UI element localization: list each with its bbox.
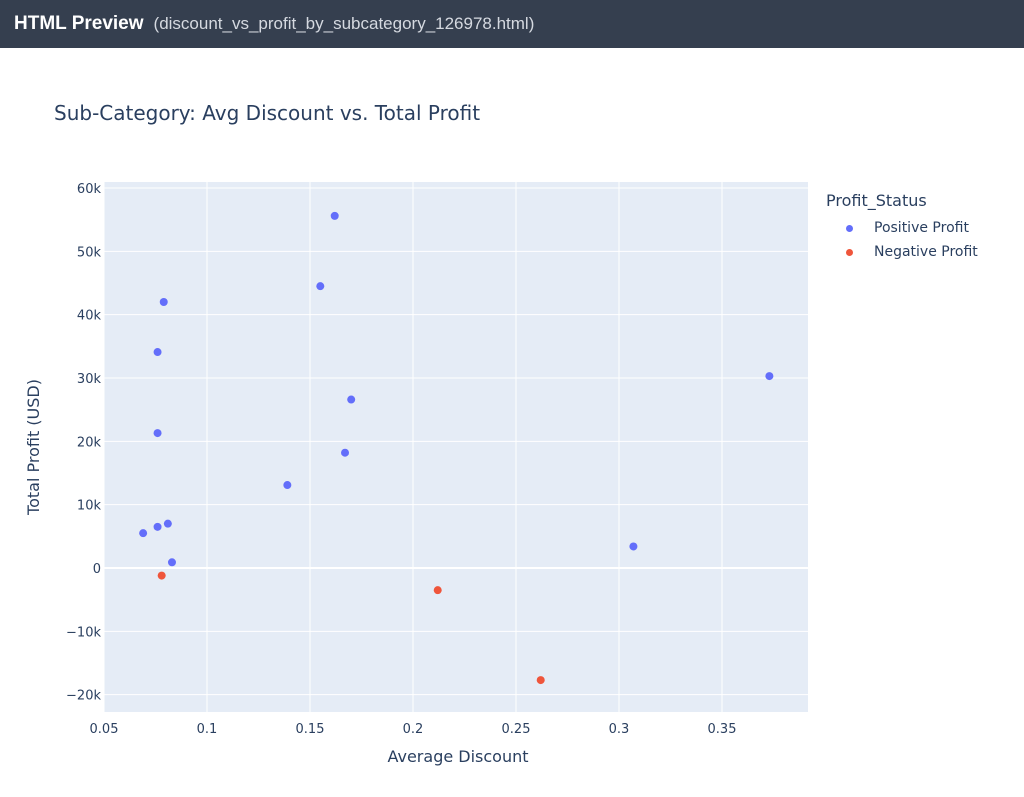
data-point[interactable] <box>433 586 442 595</box>
legend-item-positive-profit[interactable]: Positive Profit <box>846 216 978 240</box>
data-point[interactable] <box>153 348 162 357</box>
x-tick-label: 0.3 <box>609 722 630 737</box>
y-tick-label: 10k <box>77 499 102 514</box>
x-tick-label: 0.05 <box>90 722 119 737</box>
y-tick-label: −20k <box>66 689 101 704</box>
plot-area[interactable] <box>104 182 808 712</box>
x-axis-ticks: 0.05 0.1 0.15 0.2 0.25 0.3 0.35 <box>90 722 737 737</box>
legend-item-negative-profit[interactable]: Negative Profit <box>846 240 978 264</box>
legend-title: Profit_Status <box>826 191 927 210</box>
x-axis-title: Average Discount <box>387 747 528 766</box>
data-point[interactable] <box>163 519 172 528</box>
data-point[interactable] <box>330 211 339 220</box>
x-tick-label: 0.25 <box>502 722 531 737</box>
data-point[interactable] <box>159 298 168 307</box>
y-axis-ticks: −20k −10k 0 10k 20k 30k 40k 50k 60k <box>66 182 101 704</box>
chart-title: Sub-Category: Avg Discount vs. Total Pro… <box>54 101 481 125</box>
legend: Profit_Status Positive Profit Negative P… <box>826 191 978 264</box>
file-name: (discount_vs_profit_by_subcategory_12697… <box>153 14 535 33</box>
y-tick-label: 50k <box>77 245 102 260</box>
legend-label: Negative Profit <box>874 244 978 260</box>
data-point[interactable] <box>629 542 638 551</box>
window-titlebar: HTML Preview (discount_vs_profit_by_subc… <box>0 0 1024 48</box>
y-axis-title: Total Profit (USD) <box>24 379 43 516</box>
y-tick-label: 40k <box>77 309 102 324</box>
y-tick-label: −10k <box>66 625 101 640</box>
y-tick-label: 20k <box>77 435 102 450</box>
data-point[interactable] <box>341 448 350 457</box>
data-points[interactable] <box>139 211 774 685</box>
data-point[interactable] <box>167 558 176 567</box>
data-point[interactable] <box>536 676 545 685</box>
y-tick-label: 0 <box>93 562 101 577</box>
y-tick-label: 30k <box>77 372 102 387</box>
data-point[interactable] <box>283 481 292 490</box>
legend-marker-icon <box>846 224 853 232</box>
data-point[interactable] <box>153 429 162 438</box>
x-tick-label: 0.2 <box>403 722 424 737</box>
data-point[interactable] <box>316 282 325 291</box>
gridlines <box>103 182 808 712</box>
data-point[interactable] <box>157 571 166 580</box>
legend-marker-icon <box>846 248 853 256</box>
data-point[interactable] <box>347 395 356 404</box>
x-tick-label: 0.35 <box>708 722 737 737</box>
x-tick-label: 0.15 <box>296 722 325 737</box>
x-tick-label: 0.1 <box>197 722 218 737</box>
legend-label: Positive Profit <box>874 220 969 236</box>
y-tick-label: 60k <box>77 182 102 197</box>
data-point[interactable] <box>153 522 162 531</box>
app-title: HTML Preview <box>14 13 144 34</box>
data-point[interactable] <box>765 372 774 381</box>
data-point[interactable] <box>139 529 148 538</box>
